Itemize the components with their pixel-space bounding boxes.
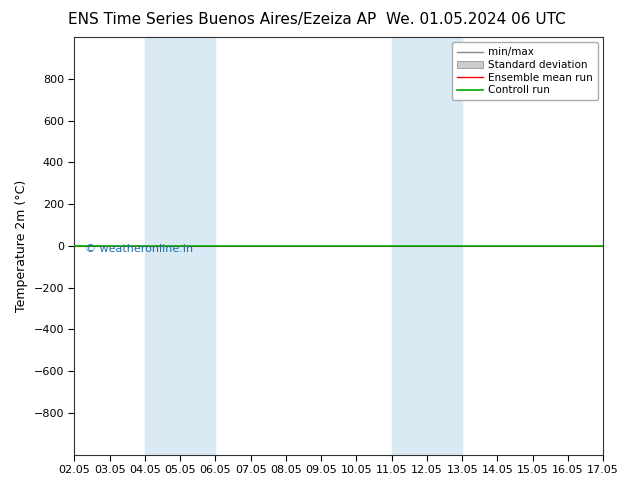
Text: © weatheronline.in: © weatheronline.in xyxy=(85,244,193,254)
Bar xyxy=(392,37,462,455)
Bar xyxy=(145,37,216,455)
Legend: min/max, Standard deviation, Ensemble mean run, Controll run: min/max, Standard deviation, Ensemble me… xyxy=(451,42,598,100)
Y-axis label: Temperature 2m (°C): Temperature 2m (°C) xyxy=(15,180,28,312)
Text: We. 01.05.2024 06 UTC: We. 01.05.2024 06 UTC xyxy=(385,12,566,27)
Text: ENS Time Series Buenos Aires/Ezeiza AP: ENS Time Series Buenos Aires/Ezeiza AP xyxy=(68,12,376,27)
